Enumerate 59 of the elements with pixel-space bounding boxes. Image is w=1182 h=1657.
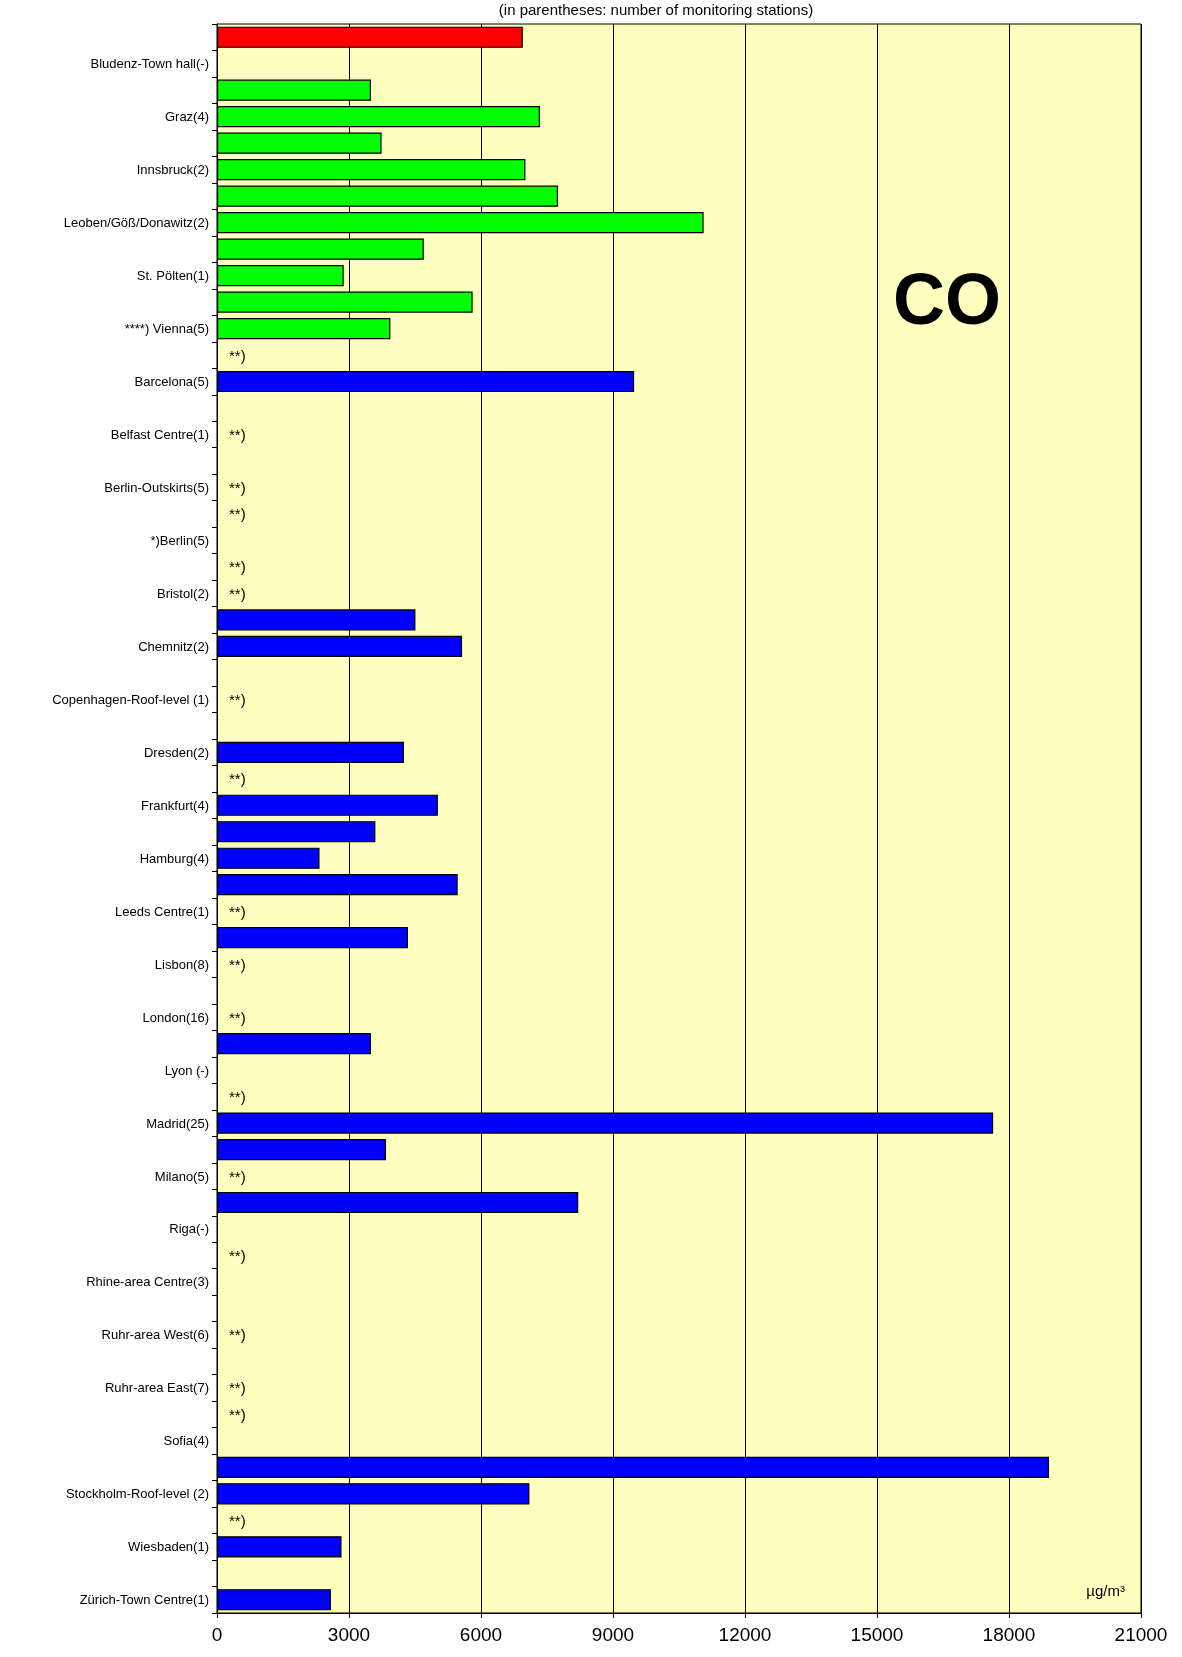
y-tick-label: Zürich-Town Centre(1) [79, 1592, 209, 1608]
text: **) [229, 690, 246, 708]
x-tick-label: 18000 [982, 1624, 1036, 1645]
y-tick-label: Milano(5) [154, 1168, 209, 1184]
text: **) [229, 1088, 246, 1106]
x-tick-label: 9000 [591, 1624, 635, 1645]
y-tick-label: Graz(4) [164, 109, 209, 125]
x-tick-label: 15000 [850, 1624, 904, 1645]
text: **) [229, 346, 246, 364]
x-tick-label: 6000 [459, 1624, 503, 1645]
text: **) [229, 584, 246, 602]
y-tick-label: Madrid(25) [146, 1115, 209, 1131]
y-tick-label: Wiesbaden(1) [128, 1539, 209, 1555]
y-tick-label: Rhine-area Centre(3) [86, 1274, 209, 1290]
chart-subtitle: (in parentheses: number of monitoring stations) [498, 1, 814, 18]
y-tick-label: Dresden(2) [143, 744, 209, 760]
text: **) [229, 902, 246, 920]
y-tick-label: Leeds Centre(1) [115, 903, 209, 919]
x-tick-label: 3000 [327, 1624, 371, 1645]
text: **) [229, 1326, 246, 1344]
text: **) [229, 1511, 246, 1529]
y-tick-label: Riga(-) [169, 1221, 209, 1237]
y-tick-label: *)Berlin(5) [150, 532, 209, 548]
text: **) [229, 1405, 246, 1423]
y-tick-label: Lisbon(8) [154, 956, 209, 972]
x-tick-label: 0 [211, 1624, 223, 1645]
y-tick-label: Belfast Centre(1) [110, 426, 209, 442]
text: **) [229, 505, 246, 523]
y-tick-label: Copenhagen-Roof-level (1) [52, 691, 209, 707]
y-tick-label: St. Pölten(1) [136, 268, 209, 284]
text: **) [229, 1246, 246, 1264]
y-tick-label: Ruhr-area East(7) [104, 1380, 209, 1396]
y-tick-label: Sofia(4) [163, 1433, 209, 1449]
y-tick-label: Bludenz-Town hall(-) [90, 56, 209, 72]
y-tick-label: Barcelona(5) [134, 374, 209, 390]
y-tick-label: Berlin-Outskirts(5) [104, 479, 209, 495]
text: **) [229, 955, 246, 973]
x-axis-title: µg/m³ [1086, 1581, 1125, 1599]
text: **) [229, 425, 246, 443]
x-tick-label: 21000 [1114, 1624, 1168, 1645]
y-tick-label: Hamburg(4) [139, 850, 209, 866]
y-tick-label: Bristol(2) [156, 585, 209, 601]
y-tick-label: ****) Vienna(5) [124, 321, 209, 337]
text: **) [229, 770, 246, 788]
y-tick-label: Stockholm-Roof-level (2) [65, 1486, 209, 1502]
text: **) [229, 1008, 246, 1026]
text: **) [229, 1379, 246, 1397]
y-tick-label: Chemnitz(2) [138, 638, 209, 654]
y-tick-label: Innsbruck(2) [136, 162, 209, 178]
y-tick-label: Leoben/Göß/Donawitz(2) [63, 215, 209, 231]
y-tick-label: Lyon (-) [164, 1062, 209, 1078]
y-tick-label: London(16) [142, 1009, 209, 1025]
text: **) [229, 478, 246, 496]
x-tick-label: 12000 [718, 1624, 772, 1645]
y-tick-label: Frankfurt(4) [141, 797, 209, 813]
y-tick-label: Ruhr-area West(6) [101, 1327, 209, 1343]
text: **) [229, 1167, 246, 1185]
annotation: CO [893, 259, 1001, 339]
text: **) [229, 558, 246, 576]
